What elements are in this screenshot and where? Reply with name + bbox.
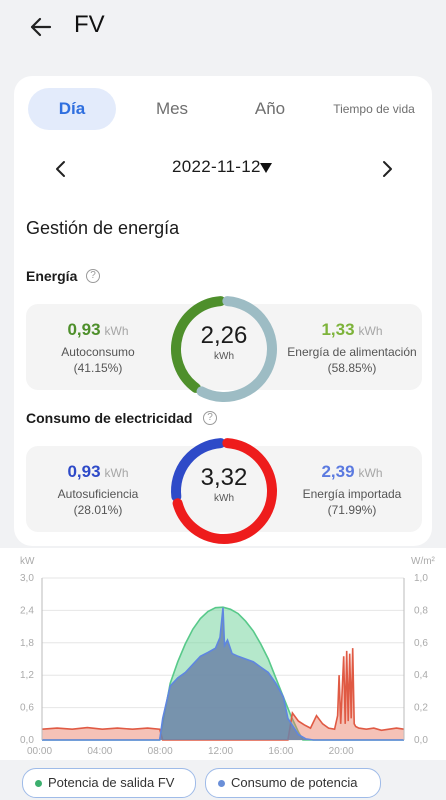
legend-dot-blue bbox=[218, 779, 225, 787]
legend-dot-green bbox=[35, 779, 42, 787]
autosuficiencia-value: 0,93 bbox=[67, 462, 101, 481]
energia-heading: Energía bbox=[26, 268, 78, 284]
legend-label: Potencia de salida FV bbox=[48, 775, 175, 790]
importada-unit: kWh bbox=[358, 466, 383, 480]
y-tick-label: 1,2 bbox=[20, 670, 34, 681]
y-tick-label: 0,6 bbox=[20, 703, 34, 714]
importada-pct: (71.99%) bbox=[327, 503, 377, 517]
x-tick-label: 04:00 bbox=[87, 746, 112, 757]
energia-total-unit: kWh bbox=[214, 351, 234, 362]
alimentacion-pct: (58.85%) bbox=[327, 361, 377, 375]
energy-card: Día Mes Año Tiempo de vida 2022-11-12 Ge… bbox=[14, 76, 432, 546]
x-tick-label: 12:00 bbox=[208, 746, 233, 757]
y-right-tick-label: 0,8 bbox=[414, 605, 428, 616]
app-bar: FV bbox=[0, 0, 446, 56]
y-right-tick-label: 0,0 bbox=[414, 735, 428, 746]
y-right-tick-label: 0,2 bbox=[414, 703, 428, 714]
energia-ring-segment-left bbox=[171, 296, 226, 393]
alimentacion-stat: 1,33 kWh Energía de alimentación (58.85%) bbox=[282, 320, 422, 375]
autoconsumo-pct: (41.15%) bbox=[73, 361, 123, 375]
alimentacion-unit: kWh bbox=[358, 324, 383, 338]
importada-value: 2,39 bbox=[321, 462, 355, 481]
y-tick-label: 3,0 bbox=[20, 573, 34, 584]
alimentacion-label: Energía de alimentación bbox=[287, 345, 417, 359]
legend-consumo-potencia[interactable]: Consumo de potencia bbox=[205, 768, 381, 798]
consumo-ring-segment-right bbox=[172, 438, 277, 544]
tab-mes[interactable]: Mes bbox=[155, 99, 189, 118]
series-line-2 bbox=[41, 648, 405, 741]
tab-ano[interactable]: Año bbox=[254, 99, 286, 118]
autoconsumo-unit: kWh bbox=[104, 324, 129, 338]
y-right-tick-label: 0,4 bbox=[414, 670, 428, 681]
energia-ring-segment-right bbox=[196, 296, 277, 402]
back-arrow-icon[interactable] bbox=[26, 12, 56, 42]
legend-label: Consumo de potencia bbox=[231, 775, 358, 790]
tab-dia[interactable]: Día bbox=[28, 88, 116, 130]
y-axis-unit: kW bbox=[20, 556, 35, 567]
help-icon[interactable]: ? bbox=[203, 411, 217, 425]
help-icon[interactable]: ? bbox=[86, 269, 100, 283]
y-right-axis-unit: W/m² bbox=[411, 556, 436, 567]
alimentacion-value: 1,33 bbox=[321, 320, 355, 339]
series-area-2 bbox=[42, 648, 404, 740]
energia-total: 2,26 kWh bbox=[169, 322, 279, 362]
autosuficiencia-unit: kWh bbox=[104, 466, 129, 480]
x-tick-label: 00:00 bbox=[27, 746, 52, 757]
x-tick-label: 20:00 bbox=[329, 746, 354, 757]
date-selector: 2022-11-12 bbox=[14, 154, 432, 184]
series-line-0 bbox=[42, 606, 404, 741]
autoconsumo-value: 0,93 bbox=[67, 320, 101, 339]
y-right-tick-label: 0,6 bbox=[414, 638, 428, 649]
series-line-1 bbox=[42, 607, 404, 741]
y-tick-label: 0,0 bbox=[20, 735, 34, 746]
chevron-left-icon[interactable] bbox=[50, 158, 72, 180]
importada-stat: 2,39 kWh Energía importada (71.99%) bbox=[282, 462, 422, 517]
section-title: Gestión de energía bbox=[26, 218, 180, 238]
y-tick-label: 2,4 bbox=[20, 605, 34, 616]
tab-tiempo-de-vida[interactable]: Tiempo de vida bbox=[333, 102, 415, 116]
power-chart: 0,0 0,0 0,6 0,2 1,2 0,4 1,8 0,6 2,4 0,8 3,0 1,0 kW W/… bbox=[0, 548, 446, 760]
energia-ring bbox=[171, 296, 277, 402]
legend-potencia-salida[interactable]: Potencia de salida FV bbox=[22, 768, 196, 798]
page-title: FV bbox=[74, 11, 105, 38]
autosuficiencia-pct: (28.01%) bbox=[73, 503, 123, 517]
consumo-ring-segment-left bbox=[171, 438, 226, 502]
chevron-right-icon[interactable] bbox=[376, 158, 398, 180]
energia-total-value: 2,26 bbox=[200, 322, 248, 349]
power-chart-svg: 0,0 0,0 0,6 0,2 1,2 0,4 1,8 0,6 2,4 0,8 3,0 1,0 kW W/… bbox=[20, 556, 436, 757]
consumo-total-value: 3,32 bbox=[200, 464, 248, 491]
x-tick-label: 08:00 bbox=[148, 746, 173, 757]
importada-label: Energía importada bbox=[302, 487, 402, 501]
consumo-stats: 0,93 kWh Autosuficiencia (28.01%) 2,39 kWh… bbox=[26, 446, 422, 532]
caret-down-icon[interactable] bbox=[260, 163, 272, 173]
consumo-total: 3,32 kWh bbox=[169, 464, 279, 504]
date-value[interactable]: 2022-11-12 bbox=[172, 157, 261, 176]
y-right-tick-label: 1,0 bbox=[414, 573, 428, 584]
autosuficiencia-stat: 0,93 kWh Autosuficiencia (28.01%) bbox=[28, 462, 168, 517]
series-area-1 bbox=[42, 607, 404, 740]
autosuficiencia-label: Autosuficiencia bbox=[57, 487, 139, 501]
autoconsumo-stat: 0,93 kWh Autoconsumo (41.15%) bbox=[28, 320, 168, 375]
consumo-total-unit: kWh bbox=[214, 493, 234, 504]
autoconsumo-label: Autoconsumo bbox=[61, 345, 135, 359]
energia-stats: 0,93 kWh Autoconsumo (41.15%) 1,33 kWh Ene… bbox=[26, 304, 422, 390]
period-tabs: Día Mes Año Tiempo de vida bbox=[14, 88, 432, 130]
consumo-ring bbox=[171, 438, 277, 544]
consumo-heading: Consumo de electricidad bbox=[26, 410, 193, 426]
y-tick-label: 1,8 bbox=[20, 638, 34, 649]
x-tick-label: 16:00 bbox=[268, 746, 293, 757]
